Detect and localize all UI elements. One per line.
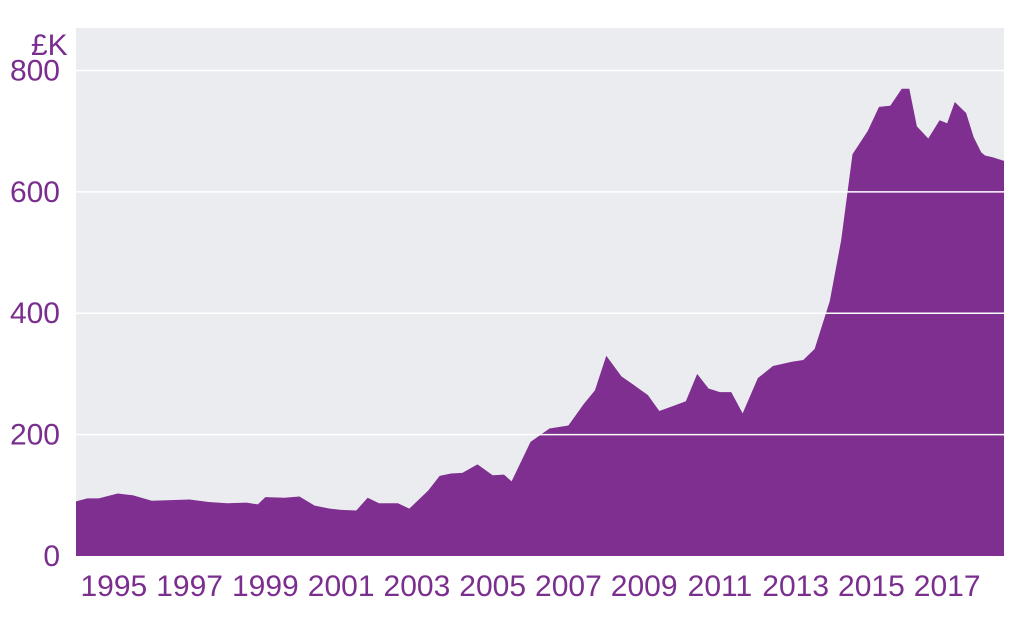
y-tick-label: 600 [10,176,60,209]
area-series-0 [76,88,1004,556]
x-tick-label: 1999 [232,570,299,603]
x-tick-label: 2007 [535,570,602,603]
area-layer [76,88,1004,556]
x-tick-label: 2015 [838,570,905,603]
y-tick-label: 0 [43,540,60,573]
y-axis-ticks: 0 200 400 600 800 [10,54,60,573]
y-unit-label: £K [31,29,68,62]
gridlines [76,69,1004,436]
x-tick-label: 2003 [384,570,451,603]
y-tick-label: 800 [10,54,60,87]
y-tick-label: 200 [10,419,60,452]
x-tick-label: 2017 [914,570,981,603]
x-tick-label: 2011 [688,570,753,603]
x-tick-label: 2005 [459,570,526,603]
x-axis-ticks: 1995 1997 1999 2001 2003 2005 2007 2009 2011 2013… [81,570,981,603]
x-tick-label: 1997 [156,570,223,603]
x-tick-label: 2001 [308,570,375,603]
x-tick-label: 1995 [81,570,148,603]
y-tick-label: 400 [10,297,60,330]
x-tick-label: 2009 [611,570,678,603]
x-tick-label: 2013 [762,570,829,603]
